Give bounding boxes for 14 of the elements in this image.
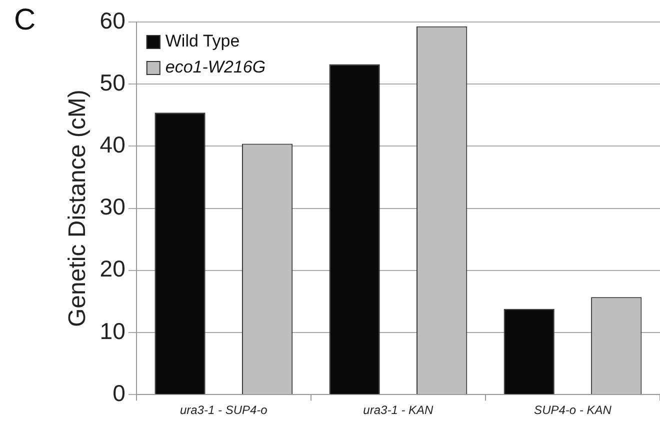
x-tick-label: ura3-1 - SUP4-o xyxy=(180,403,268,418)
y-tick-label: 20 xyxy=(100,256,126,282)
legend-label: Wild Type xyxy=(165,32,240,51)
y-tick-label: 40 xyxy=(100,132,126,158)
y-tick-label: 30 xyxy=(100,194,126,220)
y-tick-label: 10 xyxy=(100,318,126,344)
y-tick-label: 0 xyxy=(112,380,126,406)
x-tick-label: ura3-1 - KAN xyxy=(363,403,434,418)
x-tick-label: SUP4-o - KAN xyxy=(534,403,612,418)
y-axis-title: Genetic Distance (cM) xyxy=(64,90,92,328)
y-tick-label: 50 xyxy=(100,69,126,96)
legend-label: eco1-W216G xyxy=(165,58,266,77)
y-tick-label: 60 xyxy=(100,7,126,34)
text: C xyxy=(14,3,36,36)
